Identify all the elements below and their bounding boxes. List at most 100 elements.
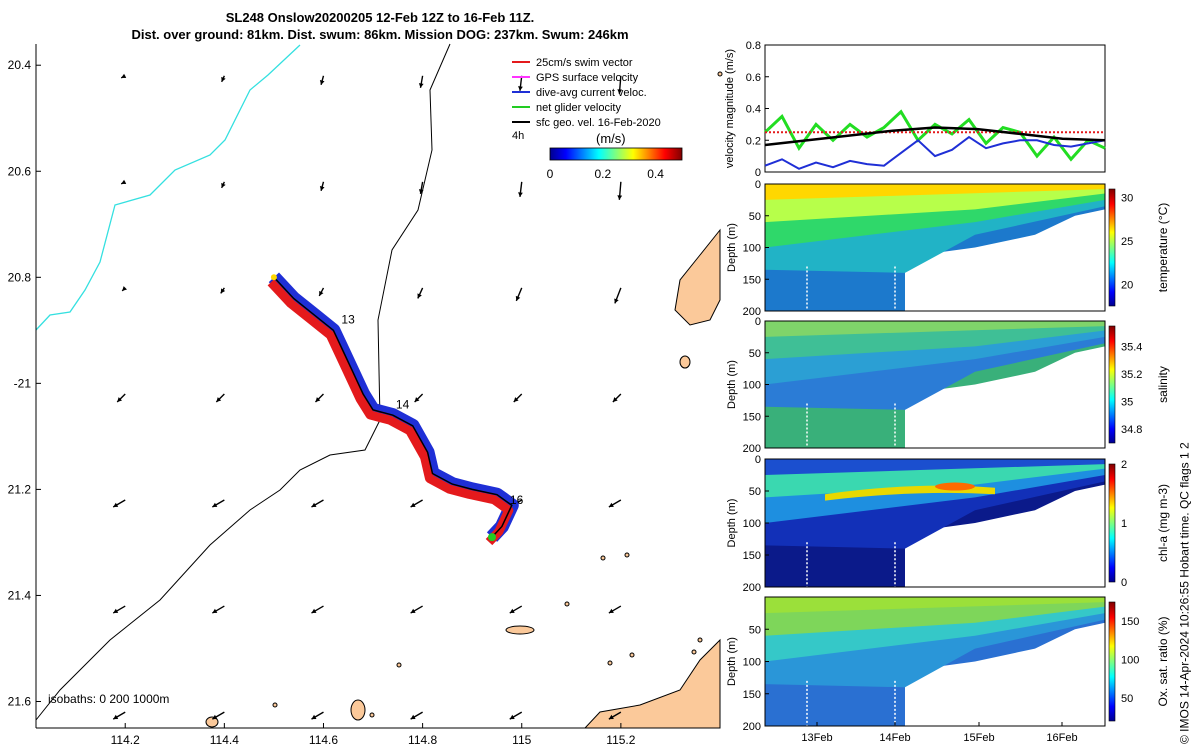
colorbar-tick-label: 50	[1121, 693, 1133, 705]
legend-entry: 25cm/s swim vector	[536, 57, 633, 69]
depth-tick-label: 50	[749, 624, 761, 636]
colorbar-label: salinity	[1156, 366, 1170, 403]
land-islet	[272, 702, 278, 708]
current-vector-head	[212, 502, 218, 507]
current-vector-head	[418, 83, 424, 88]
current-vector-head	[220, 288, 226, 294]
footer-credit: © IMOS 14-Apr-2024 10:26:55 Hobart time.…	[1178, 442, 1192, 744]
map-y-tick-label: 21.2	[8, 482, 32, 496]
current-vector-head	[410, 714, 416, 720]
land-islet	[624, 552, 630, 558]
colorbar-label: Ox. sat. ratio (%)	[1156, 616, 1170, 706]
heatmap-colorbar	[1108, 188, 1116, 307]
map-x-tick-label: 115	[512, 733, 531, 747]
land-islet	[505, 625, 535, 635]
velocity-y-tick-label: 0.4	[746, 104, 761, 116]
current-vector-head	[121, 73, 127, 78]
current-vector-head	[518, 192, 523, 197]
right-panels: 0 0.2 0.4 0.6 0.8 velocity magnitude (m/s) 0 50…	[724, 40, 1170, 744]
map-y-tick-label: 20.8	[8, 270, 32, 284]
depth-tick-label: 50	[749, 348, 761, 360]
colorbar	[549, 147, 683, 161]
colorbar-tick-label: 35	[1121, 397, 1133, 409]
heatmap-surface-layer	[765, 321, 1105, 337]
current-vector-head	[319, 79, 325, 85]
map-x-tick-label: 114.4	[210, 733, 239, 747]
current-vector-head	[311, 608, 317, 614]
current-vector-head	[509, 608, 515, 614]
isobath-label: isobaths: 0 200 1000m	[48, 692, 169, 706]
track-day-label: 16	[510, 493, 524, 507]
colorbar-tick-label: 35.4	[1121, 342, 1142, 354]
chart-title-line1: SL248 Onslow20200205 12-Feb 12Z to 16-Fe…	[225, 10, 535, 25]
map-y-tick-label: 20.4	[8, 58, 32, 72]
track-day-label: 14	[396, 398, 410, 412]
track-line	[273, 276, 513, 538]
current-vector-head	[515, 295, 521, 301]
legend-entry: net glider velocity	[536, 102, 621, 114]
colorbar-tick-label: 35.2	[1121, 369, 1142, 381]
depth-tick-label: 200	[743, 306, 761, 318]
land-islet	[691, 649, 697, 655]
current-vector-head	[221, 76, 226, 82]
depth-tick-label: 0	[755, 179, 761, 191]
velocity-y-tick-label: 0.2	[746, 135, 761, 147]
depth-tick-label: 200	[743, 443, 761, 455]
track-end-point	[488, 533, 496, 542]
legend-entry: dive-avg current veloc.	[536, 87, 647, 99]
current-vector-head	[221, 182, 226, 188]
current-vector-head	[122, 286, 128, 291]
current-vector-head	[612, 397, 618, 402]
legend-interval: 4h	[512, 130, 524, 142]
current-vector-head	[509, 714, 515, 720]
map-x-tick-label: 114.6	[309, 733, 338, 747]
isobath-cyan	[35, 44, 301, 331]
land-islet	[396, 662, 402, 668]
current-vector-head	[216, 397, 222, 402]
current-vector-head	[212, 714, 218, 720]
velocity-y-tick-label: 0.8	[746, 40, 761, 52]
map-y-tick-label: 21.4	[8, 588, 32, 602]
land-islet	[607, 660, 613, 666]
velocity-series	[764, 135, 1106, 170]
land-islet	[205, 716, 219, 728]
depth-tick-label: 50	[749, 486, 761, 498]
current-vector-head	[113, 502, 119, 507]
current-vector-head	[418, 189, 424, 194]
colorbar-tick-label: 0.2	[594, 167, 611, 181]
track-swim-vectors	[267, 279, 514, 546]
heatmap-colorbar	[1108, 463, 1116, 583]
current-vector-head	[315, 397, 321, 402]
velocity-y-label: velocity magnitude (m/s)	[724, 49, 736, 168]
depth-axis-label: Depth (m)	[726, 223, 738, 272]
current-vector-head	[113, 608, 119, 614]
depth-tick-label: 50	[749, 211, 761, 223]
current-vector-head	[121, 179, 127, 185]
current-vector-head	[319, 290, 324, 296]
depth-axis-label: Depth (m)	[726, 499, 738, 548]
depth-tick-label: 150	[743, 550, 761, 562]
map-legend: 25cm/s swim vector GPS surface velocity di…	[512, 57, 683, 181]
current-vector-head	[414, 397, 420, 402]
map-y-tick-label: 21.6	[8, 694, 32, 708]
colorbar-tick-label: 20	[1121, 279, 1133, 291]
track-map: 13 14 16 114.2 114.4 114.6 114.8 115 115.2 20.4 20…	[8, 43, 723, 747]
colorbar-tick-label: 30	[1121, 193, 1133, 205]
colorbar-tick-label: 25	[1121, 236, 1133, 248]
current-vector-head	[617, 195, 623, 200]
velocity-series	[763, 109, 1106, 162]
map-x-tick-label: 114.8	[408, 733, 437, 747]
colorbar-tick-label: 0	[547, 167, 554, 181]
land-islet	[600, 555, 606, 561]
depth-axis-label: Depth (m)	[726, 360, 738, 409]
heatmap-colorbar	[1108, 601, 1116, 722]
current-vector-head	[608, 502, 614, 507]
depth-tick-label: 100	[743, 518, 761, 530]
colorbar-tick-label: 1	[1121, 518, 1127, 530]
current-vector-head	[518, 86, 523, 91]
depth-tick-label: 150	[743, 411, 761, 423]
current-vector-head	[113, 714, 119, 720]
land-islet	[564, 601, 570, 607]
chart-title-line2: Dist. over ground: 81km. Dist. swum: 86k…	[131, 27, 629, 42]
depth-tick-label: 100	[743, 243, 761, 255]
